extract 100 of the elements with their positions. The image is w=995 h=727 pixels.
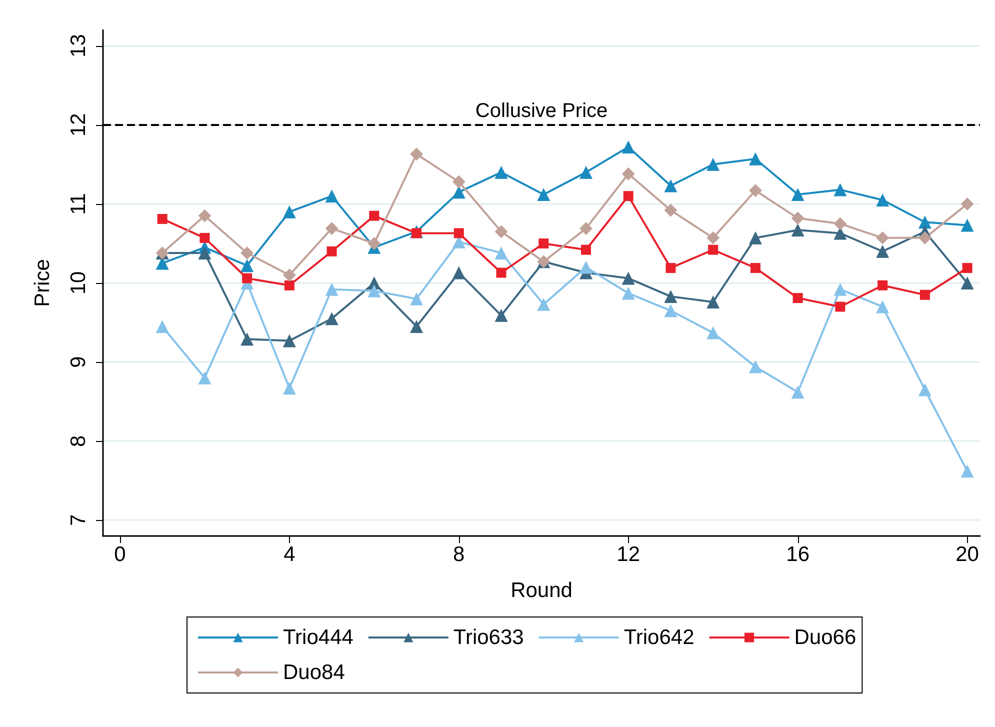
point — [538, 238, 549, 248]
point — [960, 197, 974, 210]
point — [960, 218, 974, 232]
point — [156, 320, 169, 333]
point — [792, 293, 803, 304]
point — [369, 210, 380, 221]
point — [622, 272, 635, 285]
point — [960, 276, 974, 290]
point — [368, 284, 381, 298]
point — [664, 290, 678, 303]
point — [410, 148, 424, 161]
point — [579, 260, 592, 274]
point — [282, 205, 296, 218]
x-tick-label: 0 — [114, 543, 126, 566]
point — [791, 188, 804, 201]
y-tick-label: 8 — [67, 435, 90, 447]
point — [878, 280, 888, 290]
point — [834, 282, 847, 296]
y-tick-label: 9 — [67, 356, 90, 368]
x-tick-label: 4 — [284, 543, 296, 566]
point — [748, 184, 762, 197]
point — [666, 262, 676, 273]
point — [282, 382, 296, 395]
legend-label: Duo66 — [794, 626, 856, 649]
y-tick-label: 12 — [67, 113, 90, 137]
ref-line-label: Collusive Price — [475, 100, 608, 122]
point — [748, 360, 762, 374]
point — [664, 304, 678, 318]
point — [791, 224, 804, 237]
x-tick-label: 8 — [453, 543, 465, 566]
point — [920, 290, 930, 300]
point — [622, 140, 635, 154]
y-axis-title: Price — [31, 259, 54, 307]
point — [664, 204, 678, 217]
point — [494, 246, 508, 260]
point — [242, 273, 252, 284]
point — [706, 295, 720, 308]
x-axis-title: Round — [510, 579, 572, 602]
point — [368, 236, 381, 250]
point — [706, 231, 720, 244]
point — [623, 191, 634, 202]
point — [876, 244, 890, 258]
point — [325, 222, 338, 235]
point — [960, 464, 974, 478]
x-tick-label: 16 — [786, 543, 810, 566]
point — [198, 246, 212, 260]
point — [240, 332, 254, 346]
point — [326, 246, 337, 256]
legend-label: Trio444 — [283, 626, 354, 649]
point — [494, 166, 508, 179]
y-tick-label: 13 — [67, 34, 90, 58]
point — [325, 190, 338, 203]
point — [325, 282, 338, 296]
point — [410, 320, 424, 333]
point — [284, 280, 294, 290]
point — [494, 308, 508, 322]
legend-label: Duo84 — [283, 661, 346, 684]
point — [157, 214, 168, 224]
point — [876, 193, 890, 206]
point — [494, 225, 508, 238]
point — [282, 334, 296, 348]
point — [708, 244, 718, 255]
point — [876, 231, 890, 244]
point — [200, 232, 210, 243]
point — [834, 217, 847, 230]
point — [791, 386, 804, 399]
point — [240, 246, 254, 260]
point — [706, 158, 720, 171]
point — [580, 244, 591, 255]
point — [622, 286, 635, 300]
point — [748, 231, 762, 244]
point — [452, 175, 466, 188]
point — [748, 152, 762, 166]
point — [198, 371, 212, 384]
point — [325, 312, 338, 326]
point — [962, 262, 972, 273]
point — [918, 216, 932, 229]
point — [918, 383, 932, 396]
y-tick-label: 7 — [67, 514, 90, 526]
y-tick-label: 10 — [67, 271, 90, 295]
point — [537, 188, 550, 201]
point — [835, 302, 846, 312]
point — [496, 268, 506, 278]
point — [579, 166, 592, 179]
point — [282, 268, 296, 282]
point — [452, 186, 466, 199]
legend-label: Trio642 — [624, 626, 694, 649]
point — [198, 209, 212, 222]
point — [750, 262, 760, 273]
point — [791, 212, 804, 225]
x-tick-label: 12 — [616, 543, 640, 566]
point — [834, 183, 847, 196]
point — [579, 222, 592, 235]
point — [706, 326, 720, 340]
y-tick-label: 11 — [67, 193, 90, 215]
point — [240, 259, 254, 272]
point — [918, 231, 932, 244]
point — [664, 179, 678, 192]
point — [876, 300, 890, 314]
legend-label: Trio633 — [453, 626, 524, 649]
